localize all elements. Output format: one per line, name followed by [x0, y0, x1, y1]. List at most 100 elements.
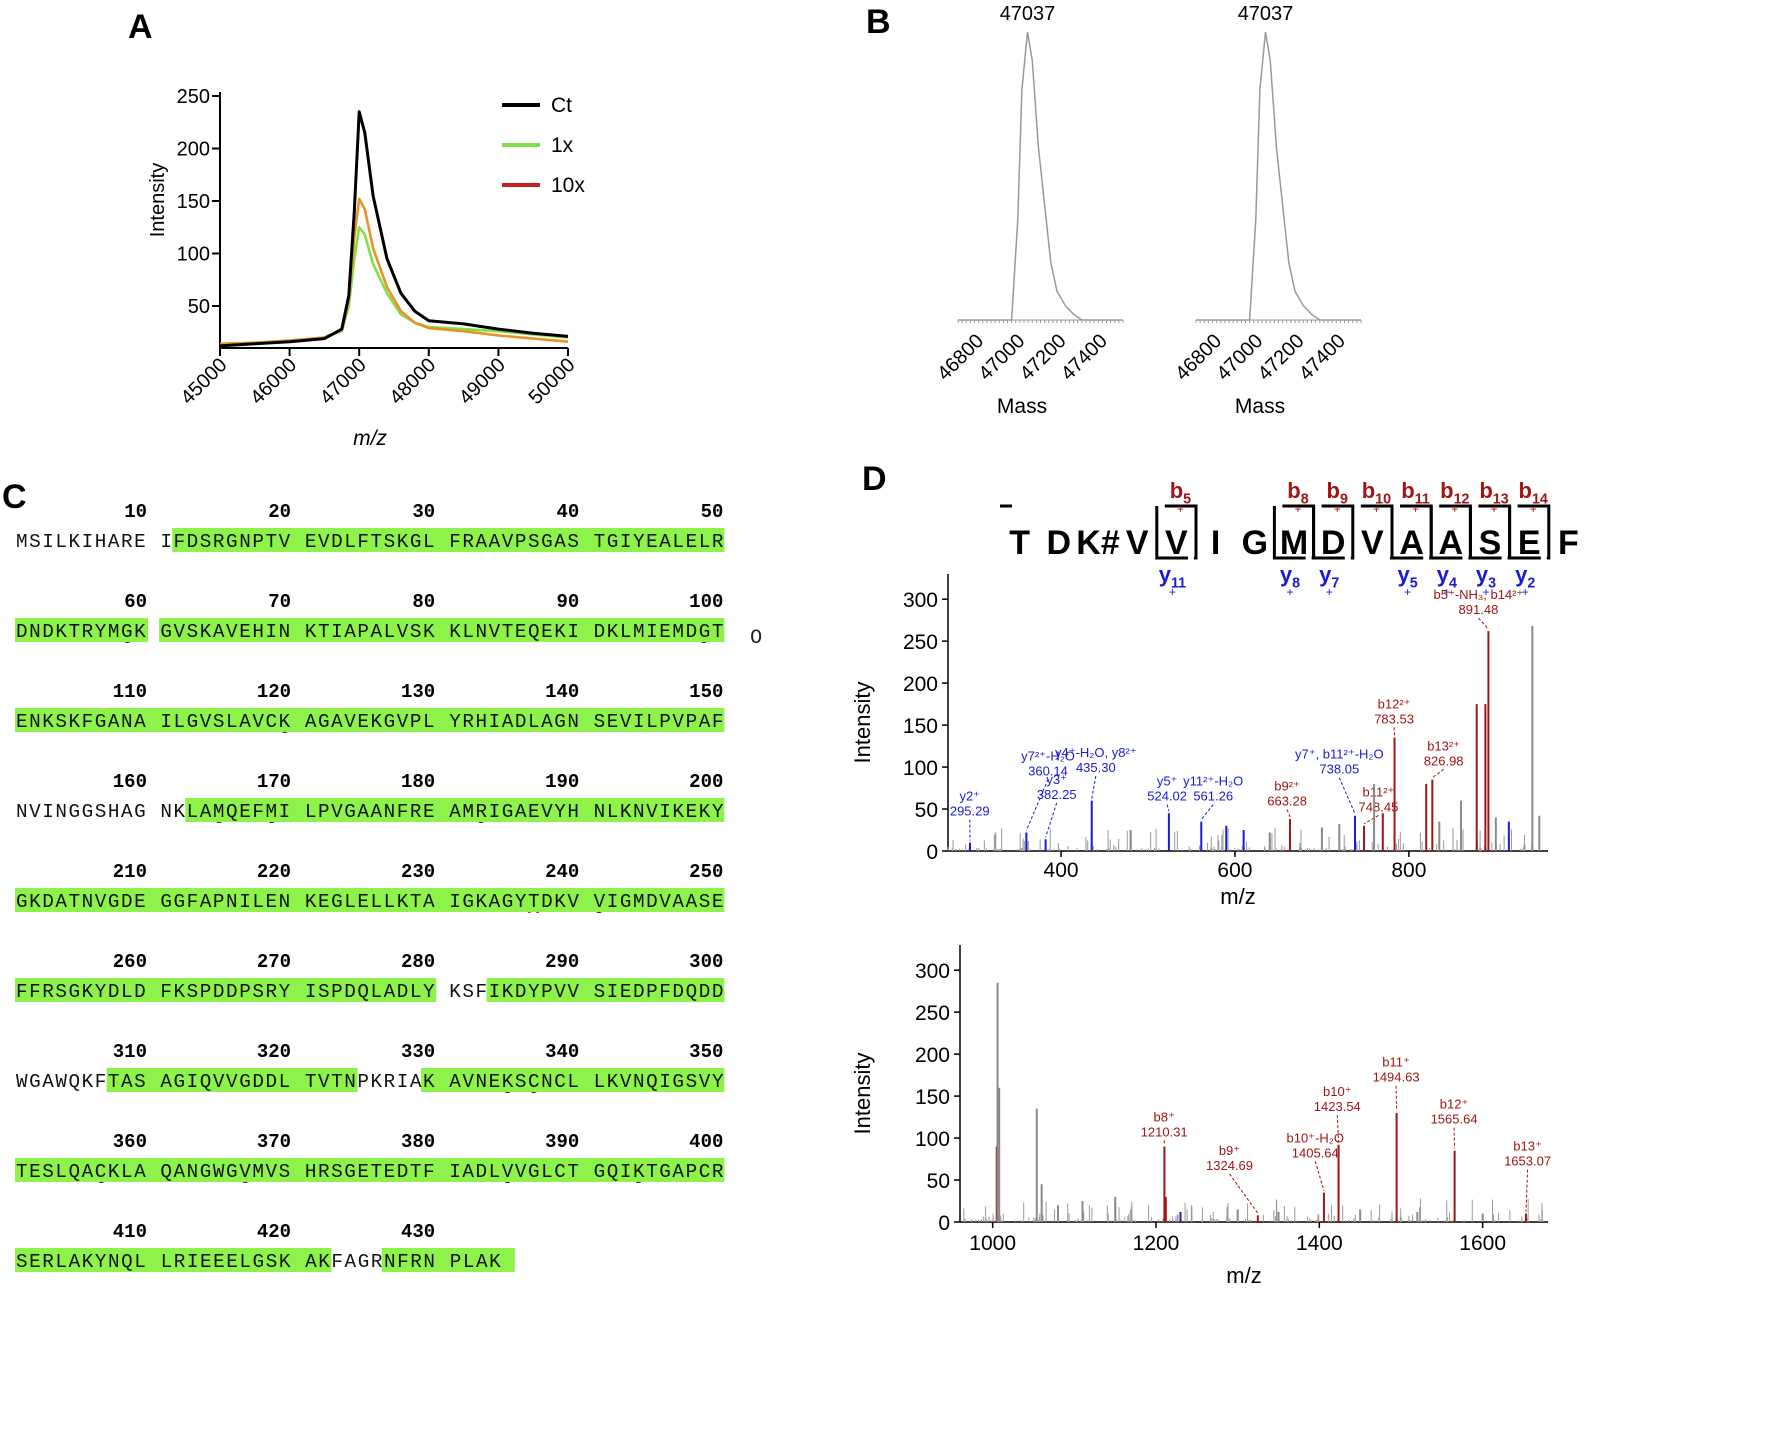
- panel-c-position-number: 100: [689, 591, 723, 613]
- panel-d-residue: E: [1518, 524, 1541, 562]
- panel-c-sequence-row: WGAWQKFTAS AGIQVVGDDL TVTNPKRIAK AVNEKSC…: [16, 1071, 724, 1093]
- panel-d-x-label: m/z: [1226, 1263, 1261, 1288]
- panel-b-x-tick-label: 46800: [933, 330, 988, 385]
- panel-c-position-number: 340: [545, 1041, 579, 1063]
- panel-d-y-tick-label: 250: [915, 1002, 950, 1025]
- panel-d-leader-line: [1167, 805, 1169, 812]
- panel-c-position-number: 380: [401, 1131, 435, 1153]
- panel-d-peak-label: b11⁺: [1382, 1055, 1410, 1070]
- panel-d-y-tick-label: 100: [915, 1128, 950, 1151]
- panel-c-sequence-row: MSILKIHARE IFDSRGNPTV EVDLFTSKGL FRAAVPS…: [16, 531, 724, 553]
- panel-d-peak-label: y7⁺, b11²⁺-H₂O: [1295, 747, 1384, 762]
- panel-d-x-tick-label: 1400: [1296, 1232, 1343, 1255]
- panel-a-letter: A: [128, 8, 153, 46]
- panel-c-position-number: 300: [689, 951, 723, 973]
- panel-c-position-number: 200: [689, 771, 723, 793]
- panel-c-position-number: 370: [257, 1131, 291, 1153]
- panel-d-residue: V: [1165, 524, 1188, 562]
- panel-d-peak-label: y11²⁺-H₂O: [1183, 774, 1243, 789]
- panel-a-x-tick-label: 49000: [455, 354, 510, 409]
- panel-d-peak-mz: 826.98: [1424, 753, 1464, 768]
- panel-c-position-number: 130: [401, 681, 435, 703]
- panel-d-residue: T: [1009, 524, 1030, 562]
- panel-d-leader-line: [1092, 776, 1096, 799]
- panel-b-x-tick-label: 47200: [1016, 330, 1071, 385]
- panel-d-x-label: m/z: [1220, 884, 1255, 909]
- panel-d-leader-line: [1478, 618, 1488, 629]
- panel-d-y-tick-label: 150: [903, 715, 938, 738]
- panel-c-position-number: 320: [257, 1041, 291, 1063]
- panel-a-y-label: Intensity: [147, 163, 169, 237]
- panel-d-y-charge: +: [1286, 585, 1293, 599]
- panel-d-residue: A: [1439, 524, 1464, 562]
- panel-d-y-charge: +: [1404, 585, 1411, 599]
- panel-d-y-tick-label: 250: [903, 631, 938, 654]
- panel-d-residue: V: [1126, 524, 1149, 562]
- panel-d-b-charge: +: [1334, 502, 1341, 516]
- panel-c-modification-mark: O: [750, 627, 762, 650]
- panel-c-letter: C: [2, 478, 27, 516]
- panel-d-b-charge: +: [1177, 502, 1184, 516]
- panel-c-position-number: 270: [257, 951, 291, 973]
- panel-d-x-tick-label: 1200: [1133, 1232, 1180, 1255]
- panel-d-peak-label: b10⁺: [1323, 1084, 1352, 1099]
- panel-d-y-label: Intensity: [850, 682, 875, 764]
- panel-d-peak-label: b13⁺: [1513, 1139, 1542, 1154]
- panel-d-residue: G: [1242, 524, 1268, 562]
- panel-d-leader-line: [1432, 769, 1443, 777]
- panel-c-position-number: 290: [545, 951, 579, 973]
- panel-a-legend-label: 10x: [551, 174, 585, 197]
- panel-a-x-tick-label: 48000: [385, 354, 440, 409]
- panel-b-x-tick-label: 47000: [975, 330, 1030, 385]
- panel-d-peak-label: y5⁺: [1157, 774, 1178, 789]
- panel-d-x-tick-label: 1600: [1459, 1232, 1506, 1255]
- panel-d-residue: M: [1280, 524, 1308, 562]
- panel-d-y-label: Intensity: [850, 1053, 875, 1135]
- panel-d-y-charge: +: [1326, 585, 1333, 599]
- panel-d-peak-label: b9²⁺: [1274, 779, 1300, 794]
- panel-c-sequence-row: GKDATNVGDE GGFAPNILEN KEGLELLKTA IGKAGYT…: [16, 891, 723, 913]
- panel-d-letter: D: [862, 460, 887, 498]
- panel-d-residue: I: [1211, 524, 1220, 562]
- panel-d-peak-mz: 748.45: [1359, 799, 1399, 814]
- panel-d-peak-label: b12²⁺: [1378, 696, 1411, 711]
- panel-c-position-number: 410: [113, 1221, 147, 1243]
- panel-d-y-tick-label: 50: [927, 1170, 950, 1193]
- panel-b-x-label: Mass: [997, 395, 1047, 418]
- panel-a-x-tick-label: 50000: [525, 354, 580, 409]
- panel-c-position-number: 40: [556, 501, 579, 523]
- panel-b-trace: [958, 32, 1123, 320]
- panel-d-peak-mz: 783.53: [1374, 711, 1414, 726]
- panel-c-position-number: 20: [268, 501, 291, 523]
- panel-d-peak-mz: 1423.54: [1314, 1099, 1361, 1114]
- panel-a-x-label: m/z: [353, 427, 387, 450]
- panel-c-sequence-row: FFRSGKYDLD FKSPDDPSRY ISPDQLADLY KSFIKDY…: [16, 981, 723, 1003]
- panel-c-position-number: 90: [556, 591, 579, 613]
- panel-c-position-number: 230: [401, 861, 435, 883]
- panel-c-position-number: 390: [545, 1131, 579, 1153]
- panel-d-peak-mz: 1653.07: [1504, 1154, 1551, 1169]
- panel-d-x-tick-label: 1000: [969, 1232, 1016, 1255]
- panel-a-series-10x: [220, 199, 568, 344]
- panel-d-leader-line: [1230, 1174, 1258, 1213]
- panel-d-peak-label: y3⁺: [1046, 772, 1067, 787]
- panel-d-peak-label: b5⁺-NH₃, b14²⁺: [1434, 587, 1524, 602]
- panel-c-position-number: 180: [401, 771, 435, 793]
- panel-c-position-number: 280: [401, 951, 435, 973]
- panel-c-sequence-row: NVINGGSHAG NKLAMQEFMI LPVGAANFRE AMRIGAE…: [16, 801, 724, 823]
- panel-c-sequence-row: ENKSKFGANA ILGVSLAVCK AGAVEKGVPL YRHIADL…: [16, 711, 723, 733]
- panel-a-legend-label: Ct: [551, 94, 572, 117]
- panel-c-position-number: 120: [257, 681, 291, 703]
- panel-c-position-number: 350: [689, 1041, 723, 1063]
- panel-d-peak-label: b13²⁺: [1427, 738, 1460, 753]
- panel-d-peak-mz: 1565.64: [1431, 1112, 1478, 1127]
- panel-d-y-tick-label: 0: [938, 1212, 950, 1235]
- panel-c-sequence-row: DNDKTRYMGK GVSKAVEHIN KTIAPALVSK KLNVTEQ…: [16, 621, 723, 643]
- panel-d-peak-mz: 1324.69: [1206, 1158, 1253, 1173]
- panel-c-position-number: 170: [257, 771, 291, 793]
- panel-c-position-number: 360: [113, 1131, 147, 1153]
- panel-d-y-tick-label: 200: [915, 1044, 950, 1067]
